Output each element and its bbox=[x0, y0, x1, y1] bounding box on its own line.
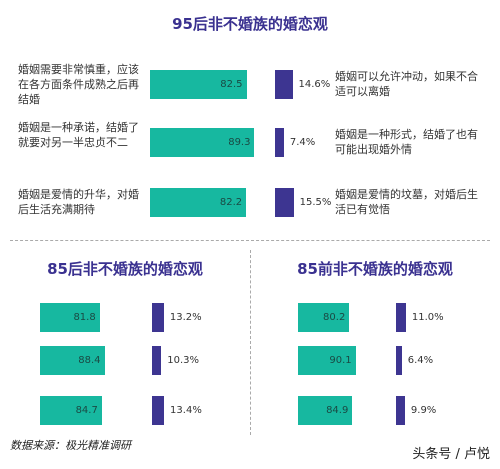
panel-title: 95后非不婚族的婚恋观 bbox=[172, 15, 328, 33]
agree-bar bbox=[298, 346, 356, 375]
opposite-value-label: 14.6% bbox=[298, 79, 331, 90]
agree-statement: 婚姻是一种承诺，结婚了就要对另一半忠贞不二 bbox=[18, 120, 139, 149]
agree-value-label: 84.7 bbox=[75, 405, 98, 416]
opposite-bar bbox=[275, 128, 284, 157]
opposite-bar bbox=[152, 303, 164, 332]
opposite-value-label: 10.3% bbox=[167, 355, 200, 366]
agree-bar bbox=[40, 303, 100, 332]
section-divider-horizontal bbox=[10, 240, 490, 241]
agree-bar bbox=[298, 396, 353, 425]
opposite-bar bbox=[275, 188, 294, 217]
agree-bar bbox=[298, 303, 350, 332]
agree-value-label: 81.8 bbox=[73, 312, 96, 323]
agree-bar bbox=[40, 396, 102, 425]
section-divider-vertical bbox=[250, 250, 251, 435]
opposite-bar bbox=[396, 396, 405, 425]
opposite-value-label: 15.5% bbox=[299, 197, 332, 208]
agree-value-label: 82.2 bbox=[219, 197, 243, 208]
agree-value-label: 82.5 bbox=[220, 79, 243, 90]
opposite-bar bbox=[396, 303, 406, 332]
opposite-value-label: 13.4% bbox=[170, 405, 202, 416]
agree-statement: 婚姻需要非常慎重，应该在各方面条件成熟之后再结婚 bbox=[18, 62, 139, 106]
agree-bar bbox=[40, 346, 105, 375]
opposite-value-label: 9.9% bbox=[410, 405, 437, 416]
agree-statement: 婚姻是爱情的升华，对婚后生活充满期待 bbox=[18, 188, 139, 216]
agree-bar bbox=[150, 70, 247, 99]
agree-value-label: 84.9 bbox=[326, 405, 349, 416]
opposite-bar bbox=[152, 346, 162, 375]
opposite-value-label: 7.4% bbox=[289, 137, 316, 148]
opposite-bar bbox=[275, 70, 293, 99]
panel-title: 85后非不婚族的婚恋观 bbox=[47, 260, 203, 278]
agree-value-label: 80.2 bbox=[323, 312, 346, 323]
data-source: 数据来源：极光精准调研 bbox=[10, 439, 131, 452]
panel-title: 85前非不婚族的婚恋观 bbox=[297, 260, 453, 278]
opposite-bar bbox=[396, 346, 402, 375]
watermark: 头条号 / 卢悦 bbox=[412, 447, 490, 462]
agree-value-label: 89.3 bbox=[228, 137, 251, 148]
opposite-value-label: 11.0% bbox=[411, 312, 444, 323]
opposite-value-label: 6.4% bbox=[407, 355, 434, 366]
opposite-value-label: 13.2% bbox=[169, 312, 202, 323]
agree-value-label: 88.4 bbox=[78, 355, 101, 366]
opposite-statement: 婚姻是一种形式，结婚了也有可能出现婚外情 bbox=[335, 128, 478, 156]
opposite-bar bbox=[152, 396, 165, 425]
agree-bar bbox=[150, 188, 247, 217]
opposite-statement: 婚姻可以允许冲动，如果不合适可以离婚 bbox=[335, 70, 478, 98]
agree-bar bbox=[150, 128, 255, 157]
agree-value-label: 90.1 bbox=[329, 355, 352, 366]
opposite-statement: 婚姻是爱情的坟墓，对婚后生活已有觉悟 bbox=[335, 188, 478, 216]
